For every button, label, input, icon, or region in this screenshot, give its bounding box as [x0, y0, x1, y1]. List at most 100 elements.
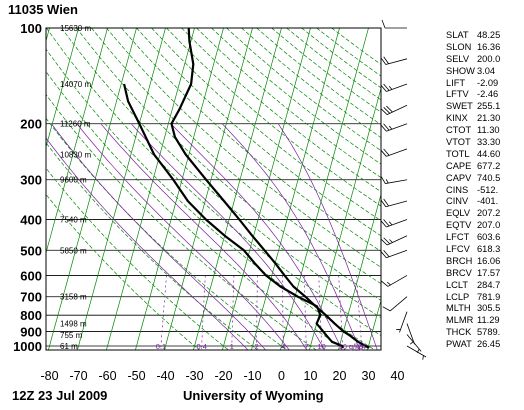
- temperature-tick-label: -40: [156, 369, 174, 383]
- index-name: CINV: [446, 196, 469, 207]
- index-value: 207.2: [477, 208, 501, 219]
- wind-barb: [381, 275, 408, 287]
- index-row: LFCV 618.3: [446, 244, 518, 256]
- isotherm-line: [309, 87, 381, 350]
- index-name: EQTV: [446, 220, 472, 231]
- index-name: CAPV: [446, 172, 472, 183]
- isotherm-line: [164, 28, 253, 350]
- mixing-ratio-line: [356, 275, 363, 350]
- index-value: 48.25: [477, 30, 501, 40]
- index-row: VTOT 33.30: [446, 137, 518, 149]
- wind-barb: [382, 296, 408, 312]
- mixing-ratio-line: [201, 275, 206, 350]
- index-name: LFCT: [446, 232, 470, 243]
- index-value: 207.0: [477, 220, 501, 231]
- height-label: 7540 m: [60, 215, 87, 224]
- index-value: -2.09: [477, 77, 499, 88]
- index-value: 603.6: [477, 232, 501, 243]
- index-name: CTOT: [446, 125, 472, 136]
- mixing-ratio-label: 7: [304, 342, 308, 351]
- index-row: TOTL 44.60: [446, 149, 518, 161]
- temperature-tick-label: 30: [362, 369, 376, 383]
- index-value: 21.30: [477, 113, 501, 124]
- pressure-tick-label: 700: [20, 290, 42, 305]
- index-value: 200.0: [477, 53, 501, 64]
- dry-adiabat: [46, 93, 317, 350]
- height-label: 10830 m: [60, 151, 91, 160]
- wind-barb: [380, 235, 408, 246]
- wind-barb: [380, 56, 408, 65]
- index-row: MLTH 305.5: [446, 303, 518, 315]
- mixing-ratio-line: [338, 275, 344, 350]
- index-row: LFTV -2.46: [446, 89, 518, 101]
- index-value: 5789.: [477, 327, 501, 338]
- isotherm-line: [251, 28, 340, 350]
- height-label: 1498 m: [60, 320, 87, 329]
- index-row: LCLP 781.9: [446, 292, 518, 304]
- index-value: 284.7: [477, 279, 501, 290]
- dry-adiabat: [46, 70, 347, 350]
- index-row: CTOT 11.30: [446, 125, 518, 137]
- index-value: 255.1: [477, 101, 501, 112]
- index-value: 16.06: [477, 255, 501, 266]
- wind-barb: [380, 148, 408, 157]
- dry-adiabat: [46, 193, 200, 350]
- index-value: 11.30: [477, 125, 500, 136]
- index-name: PWAT: [446, 339, 472, 350]
- dry-adiabat: [76, 28, 381, 301]
- index-row: SHOW 3.04: [446, 66, 518, 78]
- index-name: SLON: [446, 41, 472, 52]
- index-value: 781.9: [477, 291, 501, 302]
- mixing-ratio-line: [282, 275, 284, 350]
- temperature-tick-label: -20: [214, 369, 232, 383]
- plot-border: [45, 27, 382, 351]
- wind-barb: [380, 249, 408, 259]
- mixing-ratio-line: [318, 275, 323, 350]
- index-name: SELV: [446, 53, 470, 64]
- mixing-ratio-line: [304, 275, 307, 350]
- dry-adiabat: [121, 28, 381, 252]
- index-name: EQLV: [446, 208, 471, 219]
- index-value: -401.: [477, 196, 499, 207]
- dewpoint-trace: [123, 83, 345, 349]
- index-value: 740.5: [477, 172, 501, 183]
- index-value: 44.60: [477, 148, 501, 159]
- index-value: 33.30: [477, 137, 501, 148]
- isotherm-line: [338, 193, 381, 350]
- index-row: MLMR 11.29: [446, 315, 518, 327]
- index-name: CINS: [446, 184, 469, 195]
- dry-adiabat: [46, 142, 259, 350]
- mixing-ratio-label: 16: [339, 342, 347, 351]
- data-source: University of Wyoming: [183, 388, 324, 403]
- moist-adiabat: [222, 123, 361, 350]
- index-row: BRCH 16.06: [446, 256, 518, 268]
- moist-adiabat: [46, 137, 249, 350]
- index-row: CAPV 740.5: [446, 173, 518, 185]
- index-name: LFCV: [446, 244, 470, 255]
- index-row: SLON 16.36: [446, 42, 518, 54]
- index-row: THCK 5789.: [446, 327, 518, 339]
- wind-barb: [380, 175, 408, 184]
- temperature-tick-label: -70: [69, 369, 87, 383]
- pressure-tick-label: 800: [20, 308, 42, 323]
- index-value: 16.36: [477, 41, 501, 52]
- temperature-tick-label: 20: [333, 369, 347, 383]
- index-name: LCLP: [446, 291, 470, 302]
- index-value: -512.: [477, 184, 499, 195]
- index-name: BRCH: [446, 255, 473, 266]
- pressure-tick-label: 100: [20, 21, 42, 36]
- index-row: CINV -401.: [446, 196, 518, 208]
- pressure-tick-label: 900: [20, 324, 42, 339]
- dry-adiabat: [46, 117, 288, 350]
- index-name: LCLT: [446, 279, 469, 290]
- mixing-ratio-label: 10: [318, 342, 326, 351]
- index-row: CAPE 677.2: [446, 161, 518, 173]
- wind-barb: [380, 219, 408, 228]
- index-row: LCLT 284.7: [446, 280, 518, 292]
- dry-adiabat: [151, 28, 381, 222]
- index-row: KINX 21.30: [446, 113, 518, 125]
- mixing-ratio-unit: g/kg: [349, 342, 363, 351]
- index-value: 26.45: [477, 339, 501, 350]
- moist-adiabat: [51, 123, 267, 350]
